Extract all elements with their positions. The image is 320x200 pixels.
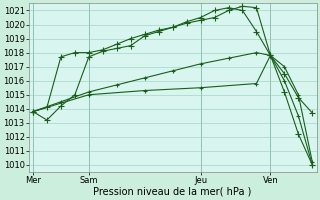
X-axis label: Pression niveau de la mer( hPa ): Pression niveau de la mer( hPa ) xyxy=(93,187,252,197)
